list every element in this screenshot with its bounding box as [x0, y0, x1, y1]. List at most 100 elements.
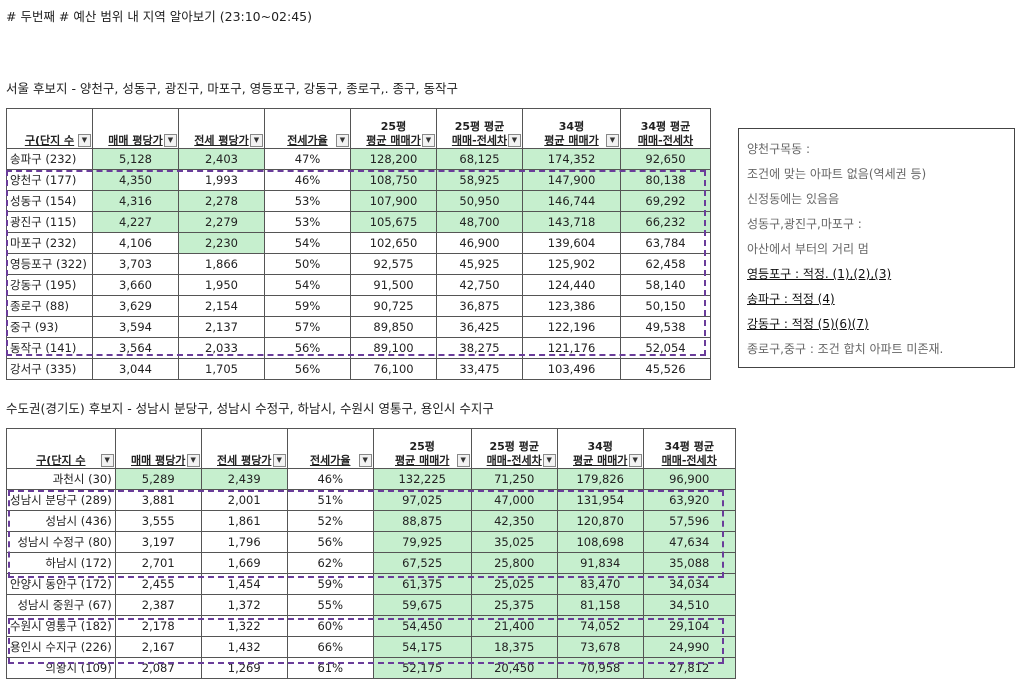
value-cell[interactable]: 36,875 [436, 295, 523, 317]
value-cell[interactable]: 59% [286, 573, 374, 595]
column-header[interactable]: 전세가율 ▼ [286, 428, 374, 469]
value-cell[interactable]: 92,650 [620, 148, 711, 170]
value-cell[interactable]: 1,866 [178, 253, 265, 275]
value-cell[interactable]: 3,629 [92, 295, 179, 317]
filter-dropdown-icon[interactable]: ▼ [358, 454, 372, 467]
value-cell[interactable]: 38,275 [436, 337, 523, 359]
value-cell[interactable]: 2,387 [114, 594, 202, 616]
value-cell[interactable]: 174,352 [522, 148, 621, 170]
value-cell[interactable]: 147,900 [522, 169, 621, 191]
value-cell[interactable]: 52% [286, 510, 374, 532]
value-cell[interactable]: 56% [264, 337, 351, 359]
region-cell[interactable]: 마포구 (232) [6, 232, 93, 254]
value-cell[interactable]: 27,812 [642, 657, 736, 679]
value-cell[interactable]: 35,025 [470, 531, 558, 553]
value-cell[interactable]: 57% [264, 316, 351, 338]
region-cell[interactable]: 성남시 분당구 (289) [6, 489, 116, 511]
value-cell[interactable]: 3,660 [92, 274, 179, 296]
value-cell[interactable]: 18,375 [470, 636, 558, 658]
region-cell[interactable]: 하남시 (172) [6, 552, 116, 574]
value-cell[interactable]: 2,701 [114, 552, 202, 574]
value-cell[interactable]: 24,990 [642, 636, 736, 658]
value-cell[interactable]: 97,025 [372, 489, 472, 511]
value-cell[interactable]: 4,350 [92, 169, 179, 191]
value-cell[interactable]: 67,525 [372, 552, 472, 574]
value-cell[interactable]: 25,800 [470, 552, 558, 574]
value-cell[interactable]: 1,993 [178, 169, 265, 191]
value-cell[interactable]: 47% [264, 148, 351, 170]
value-cell[interactable]: 50,150 [620, 295, 711, 317]
value-cell[interactable]: 54,175 [372, 636, 472, 658]
region-cell[interactable]: 안양시 동안구 (172) [6, 573, 116, 595]
value-cell[interactable]: 2,087 [114, 657, 202, 679]
filter-dropdown-icon[interactable]: ▼ [542, 454, 556, 467]
value-cell[interactable]: 88,875 [372, 510, 472, 532]
value-cell[interactable]: 89,100 [350, 337, 437, 359]
value-cell[interactable]: 47,000 [470, 489, 558, 511]
region-cell[interactable]: 용인시 수지구 (226) [6, 636, 116, 658]
value-cell[interactable]: 46% [286, 468, 374, 490]
value-cell[interactable]: 25,375 [470, 594, 558, 616]
value-cell[interactable]: 103,496 [522, 358, 621, 380]
value-cell[interactable]: 123,386 [522, 295, 621, 317]
value-cell[interactable]: 83,470 [556, 573, 644, 595]
value-cell[interactable]: 60% [286, 615, 374, 637]
value-cell[interactable]: 105,675 [350, 211, 437, 233]
value-cell[interactable]: 108,698 [556, 531, 644, 553]
value-cell[interactable]: 5,128 [92, 148, 179, 170]
value-cell[interactable]: 92,575 [350, 253, 437, 275]
value-cell[interactable]: 2,230 [178, 232, 265, 254]
region-cell[interactable]: 성남시 (436) [6, 510, 116, 532]
value-cell[interactable]: 58,140 [620, 274, 711, 296]
value-cell[interactable]: 3,044 [92, 358, 179, 380]
region-cell[interactable]: 과천시 (30) [6, 468, 116, 490]
value-cell[interactable]: 56% [264, 358, 351, 380]
filter-dropdown-icon[interactable]: ▼ [606, 134, 619, 147]
value-cell[interactable]: 54,450 [372, 615, 472, 637]
value-cell[interactable]: 125,902 [522, 253, 621, 275]
value-cell[interactable]: 1,269 [200, 657, 288, 679]
column-header[interactable]: 34평 평균 매매-전세차 [642, 428, 736, 469]
value-cell[interactable]: 68,125 [436, 148, 523, 170]
value-cell[interactable]: 122,196 [522, 316, 621, 338]
region-cell[interactable]: 양천구 (177) [6, 169, 93, 191]
filter-dropdown-icon[interactable]: ▼ [186, 454, 200, 467]
region-cell[interactable]: 수원시 영통구 (182) [6, 615, 116, 637]
value-cell[interactable]: 69,292 [620, 190, 711, 212]
value-cell[interactable]: 90,725 [350, 295, 437, 317]
value-cell[interactable]: 42,750 [436, 274, 523, 296]
value-cell[interactable]: 71,250 [470, 468, 558, 490]
value-cell[interactable]: 46,900 [436, 232, 523, 254]
value-cell[interactable]: 3,881 [114, 489, 202, 511]
filter-dropdown-icon[interactable]: ▼ [164, 134, 177, 147]
column-header[interactable]: 25평 평균 매매-전세차 ▼ [436, 108, 523, 149]
value-cell[interactable]: 3,564 [92, 337, 179, 359]
value-cell[interactable]: 70,958 [556, 657, 644, 679]
value-cell[interactable]: 34,034 [642, 573, 736, 595]
value-cell[interactable]: 80,138 [620, 169, 711, 191]
value-cell[interactable]: 2,279 [178, 211, 265, 233]
value-cell[interactable]: 131,954 [556, 489, 644, 511]
filter-dropdown-icon[interactable]: ▼ [272, 454, 286, 467]
column-header[interactable]: 34평 평균 매매가 ▼ [556, 428, 644, 469]
value-cell[interactable]: 46% [264, 169, 351, 191]
value-cell[interactable]: 21,400 [470, 615, 558, 637]
value-cell[interactable]: 2,278 [178, 190, 265, 212]
value-cell[interactable]: 66% [286, 636, 374, 658]
value-cell[interactable]: 1,950 [178, 274, 265, 296]
column-header[interactable]: 구(단지 수 ▼ [6, 428, 116, 469]
value-cell[interactable]: 124,440 [522, 274, 621, 296]
value-cell[interactable]: 139,604 [522, 232, 621, 254]
column-header[interactable]: 34평 평균 매매가 ▼ [522, 108, 621, 149]
value-cell[interactable]: 1,454 [200, 573, 288, 595]
value-cell[interactable]: 89,850 [350, 316, 437, 338]
value-cell[interactable]: 54% [264, 232, 351, 254]
value-cell[interactable]: 63,920 [642, 489, 736, 511]
value-cell[interactable]: 35,088 [642, 552, 736, 574]
value-cell[interactable]: 53% [264, 190, 351, 212]
value-cell[interactable]: 107,900 [350, 190, 437, 212]
value-cell[interactable]: 146,744 [522, 190, 621, 212]
value-cell[interactable]: 2,154 [178, 295, 265, 317]
column-header[interactable]: 전세 평당가 ▼ [178, 108, 265, 149]
value-cell[interactable]: 51% [286, 489, 374, 511]
